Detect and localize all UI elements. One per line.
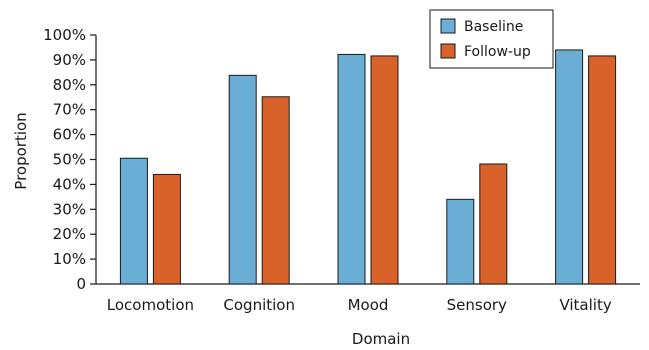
legend: Baseline Follow-up bbox=[429, 9, 554, 69]
legend-label-baseline: Baseline bbox=[464, 19, 523, 35]
y-tick-label: 80% bbox=[53, 76, 86, 94]
y-tick-label: 40% bbox=[53, 175, 86, 193]
bar-vitality-follow-up bbox=[588, 55, 617, 285]
y-tick-label: 90% bbox=[53, 51, 86, 69]
x-tick-label: Sensory bbox=[447, 296, 507, 314]
y-tick-label: 60% bbox=[53, 126, 86, 144]
y-tick-label: 70% bbox=[53, 101, 86, 119]
bar-cognition-baseline bbox=[228, 74, 257, 285]
bar-cognition-follow-up bbox=[261, 96, 290, 285]
y-tick-label: 50% bbox=[53, 151, 86, 169]
y-tick-label: 10% bbox=[53, 250, 86, 268]
x-axis: Locomotion Cognition Mood Sensory Vitality bbox=[96, 283, 640, 314]
x-axis-title: Domain bbox=[352, 330, 410, 348]
x-tick-label: Locomotion bbox=[107, 296, 194, 314]
y-tick-label: 20% bbox=[53, 225, 86, 243]
x-tick-label: Mood bbox=[348, 296, 389, 314]
bar-locomotion-follow-up bbox=[152, 173, 181, 285]
x-tick-label: Vitality bbox=[559, 296, 611, 314]
y-axis: 0 10% 20% 30% 40% 50% 60% 70% 80% 90% 100% bbox=[43, 26, 97, 293]
y-axis-title: Proportion bbox=[12, 112, 30, 189]
y-tick-label: 100% bbox=[43, 26, 86, 44]
y-tick-label: 30% bbox=[53, 200, 86, 218]
bar-locomotion-baseline bbox=[119, 157, 148, 285]
x-tick-label: Cognition bbox=[223, 296, 295, 314]
bar-sensory-follow-up bbox=[479, 163, 508, 285]
bars bbox=[119, 49, 617, 285]
legend-swatch-follow-up bbox=[440, 43, 456, 59]
legend-swatch-baseline bbox=[440, 18, 456, 34]
bar-mood-follow-up bbox=[370, 55, 399, 285]
legend-label-follow-up: Follow-up bbox=[464, 44, 531, 60]
bar-vitality-baseline bbox=[555, 49, 584, 285]
bar-mood-baseline bbox=[337, 53, 366, 285]
y-tick-label: 0 bbox=[76, 275, 86, 293]
bar-sensory-baseline bbox=[446, 198, 475, 285]
